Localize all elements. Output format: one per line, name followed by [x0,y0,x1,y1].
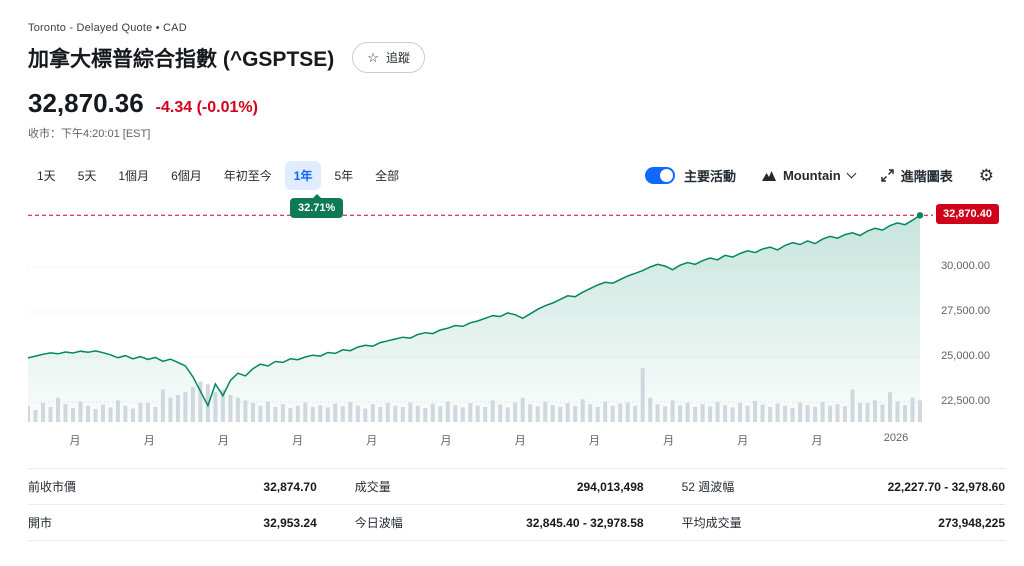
range-tab-5y[interactable]: 5年 [325,161,362,190]
stat-label: 平均成交量 [681,516,742,530]
follow-label: 追蹤 [385,51,410,65]
range-tab-1d[interactable]: 1天 [28,161,65,190]
mountain-icon [761,170,776,181]
x-axis-label: 月 [366,435,378,447]
x-axis-label: 月 [663,435,675,447]
chevron-down-icon [846,168,857,178]
stat-value: 32,953.24 [263,515,317,530]
range-tab-1mo[interactable]: 1個月 [109,161,158,190]
y-axis-label: 30,000.00 [941,260,990,272]
market-close-info: 收市：下午4:20:01 [EST] [28,128,151,140]
stat-label: 成交量 [354,480,391,494]
y-axis-label: 25,000.00 [941,350,990,362]
chart-toolbar: 1天 5天 1個月 6個月 年初至今 1年 5年 全部 主要活動 Mountain 進階圖表 … [28,160,994,190]
x-axis-label: 月 [440,435,452,447]
range-tabs: 1天 5天 1個月 6個月 年初至今 1年 5年 全部 [28,160,408,190]
stats-row: 前收市價 32,874.70 成交量 294,013,498 52 週波幅 22,227.… [28,468,1005,504]
x-axis-label: 月 [588,435,600,447]
chart-svg [28,212,933,422]
stat-label: 52 週波幅 [681,480,735,494]
title-row: 加拿大標普綜合指數 (^GSPTSE) ☆ 追蹤 [28,42,425,73]
chart-type-label: Mountain [782,167,841,183]
exchange-info: Toronto - Delayed Quote • CAD [28,22,187,34]
follow-button[interactable]: ☆ 追蹤 [352,42,425,73]
toolbar-right: 主要活動 Mountain 進階圖表 ⚙ [644,165,994,185]
key-events-toggle[interactable] [644,166,675,184]
stat-value: 22,227.70 - 32,978.60 [887,479,1005,494]
gear-icon[interactable]: ⚙ [978,165,994,185]
current-price: 32,870.36 [28,88,144,118]
expand-icon [881,168,894,182]
range-tab-6mo[interactable]: 6個月 [162,161,211,190]
period-return-badge: 32.71% [290,194,344,218]
stats-row: 開市 32,953.24 今日波幅 32,845.40 - 32,978.58 平均成交… [28,504,1005,541]
stat-label: 開市 [28,516,53,530]
range-tab-5d[interactable]: 5天 [69,161,106,190]
stat-cell: 今日波幅 32,845.40 - 32,978.58 [355,514,644,531]
x-axis-label: 月 [69,435,81,447]
range-tab-max[interactable]: 全部 [366,161,408,190]
x-axis-label: 月 [217,435,229,447]
stat-cell: 開市 32,953.24 [28,514,317,531]
page-title: 加拿大標普綜合指數 (^GSPTSE) [28,47,335,71]
stat-value: 32,845.40 - 32,978.58 [526,515,644,530]
price-row: 32,870.36 -4.34 (-0.01%) [28,88,258,119]
stat-cell: 前收市價 32,874.70 [28,478,317,495]
stat-label: 前收市價 [28,480,77,494]
advanced-chart-label: 進階圖表 [900,168,953,184]
y-axis-label: 22,500.00 [941,395,990,407]
stat-value: 273,948,225 [938,515,1005,530]
chart-type-dropdown[interactable]: Mountain [761,167,857,183]
star-icon: ☆ [367,50,379,65]
stat-cell: 平均成交量 273,948,225 [682,514,1005,531]
x-axis-label: 月 [514,435,526,447]
price-chart[interactable]: 30,000.00 27,500.00 25,000.00 22,500.00 月 月 月… [28,200,1005,452]
stat-cell: 52 週波幅 22,227.70 - 32,978.60 [682,478,1005,495]
stat-value: 294,013,498 [576,479,644,494]
y-axis-label: 27,500.00 [941,305,990,317]
x-axis-label: 月 [811,435,823,447]
x-axis-label: 月 [292,435,304,447]
current-price-tag: 32,870.40 [936,204,999,225]
x-axis-label: 2026 [883,432,909,444]
advanced-chart-button[interactable]: 進階圖表 [881,166,953,185]
x-axis-label: 月 [143,435,155,447]
key-events-label: 主要活動 [683,168,736,184]
key-events-toggle-group: 主要活動 [644,166,736,185]
stat-cell: 成交量 294,013,498 [355,478,644,495]
stat-value: 32,874.70 [263,479,317,494]
price-change: -4.34 (-0.01%) [155,99,258,116]
x-axis-label: 月 [737,435,749,447]
range-tab-ytd[interactable]: 年初至今 [215,161,281,190]
stats-table: 前收市價 32,874.70 成交量 294,013,498 52 週波幅 22,227.… [28,468,1005,541]
range-tab-1y[interactable]: 1年 [284,160,322,190]
stat-label: 今日波幅 [354,516,403,530]
